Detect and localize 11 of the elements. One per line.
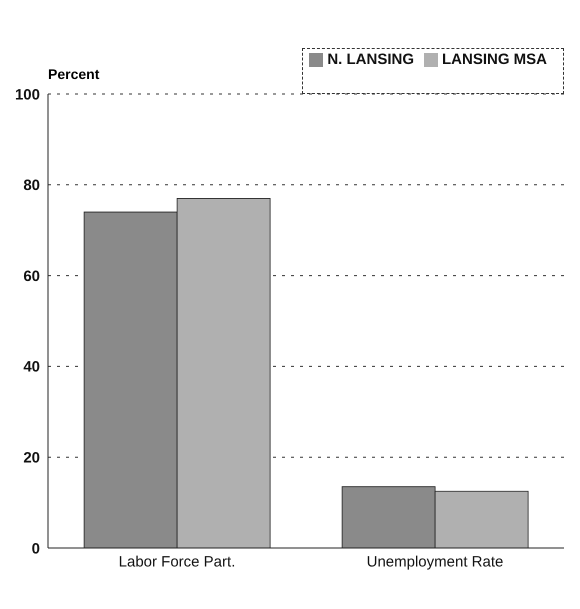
y-tick-label: 80 bbox=[23, 177, 40, 194]
x-tick-label: Labor Force Part. bbox=[118, 554, 236, 571]
y-tick-label: 60 bbox=[23, 268, 40, 285]
y-tick-label: 0 bbox=[32, 540, 40, 558]
y-tick-label: 40 bbox=[23, 358, 40, 376]
legend-label: N. LANSING bbox=[327, 51, 414, 68]
y-axis-title: Percent bbox=[48, 66, 100, 82]
y-tick-label: 100 bbox=[14, 86, 40, 104]
y-tick-label: 20 bbox=[23, 450, 40, 467]
x-tick-label: Unemployment Rate bbox=[366, 554, 504, 571]
legend-label: LANSING MSA bbox=[442, 51, 547, 68]
